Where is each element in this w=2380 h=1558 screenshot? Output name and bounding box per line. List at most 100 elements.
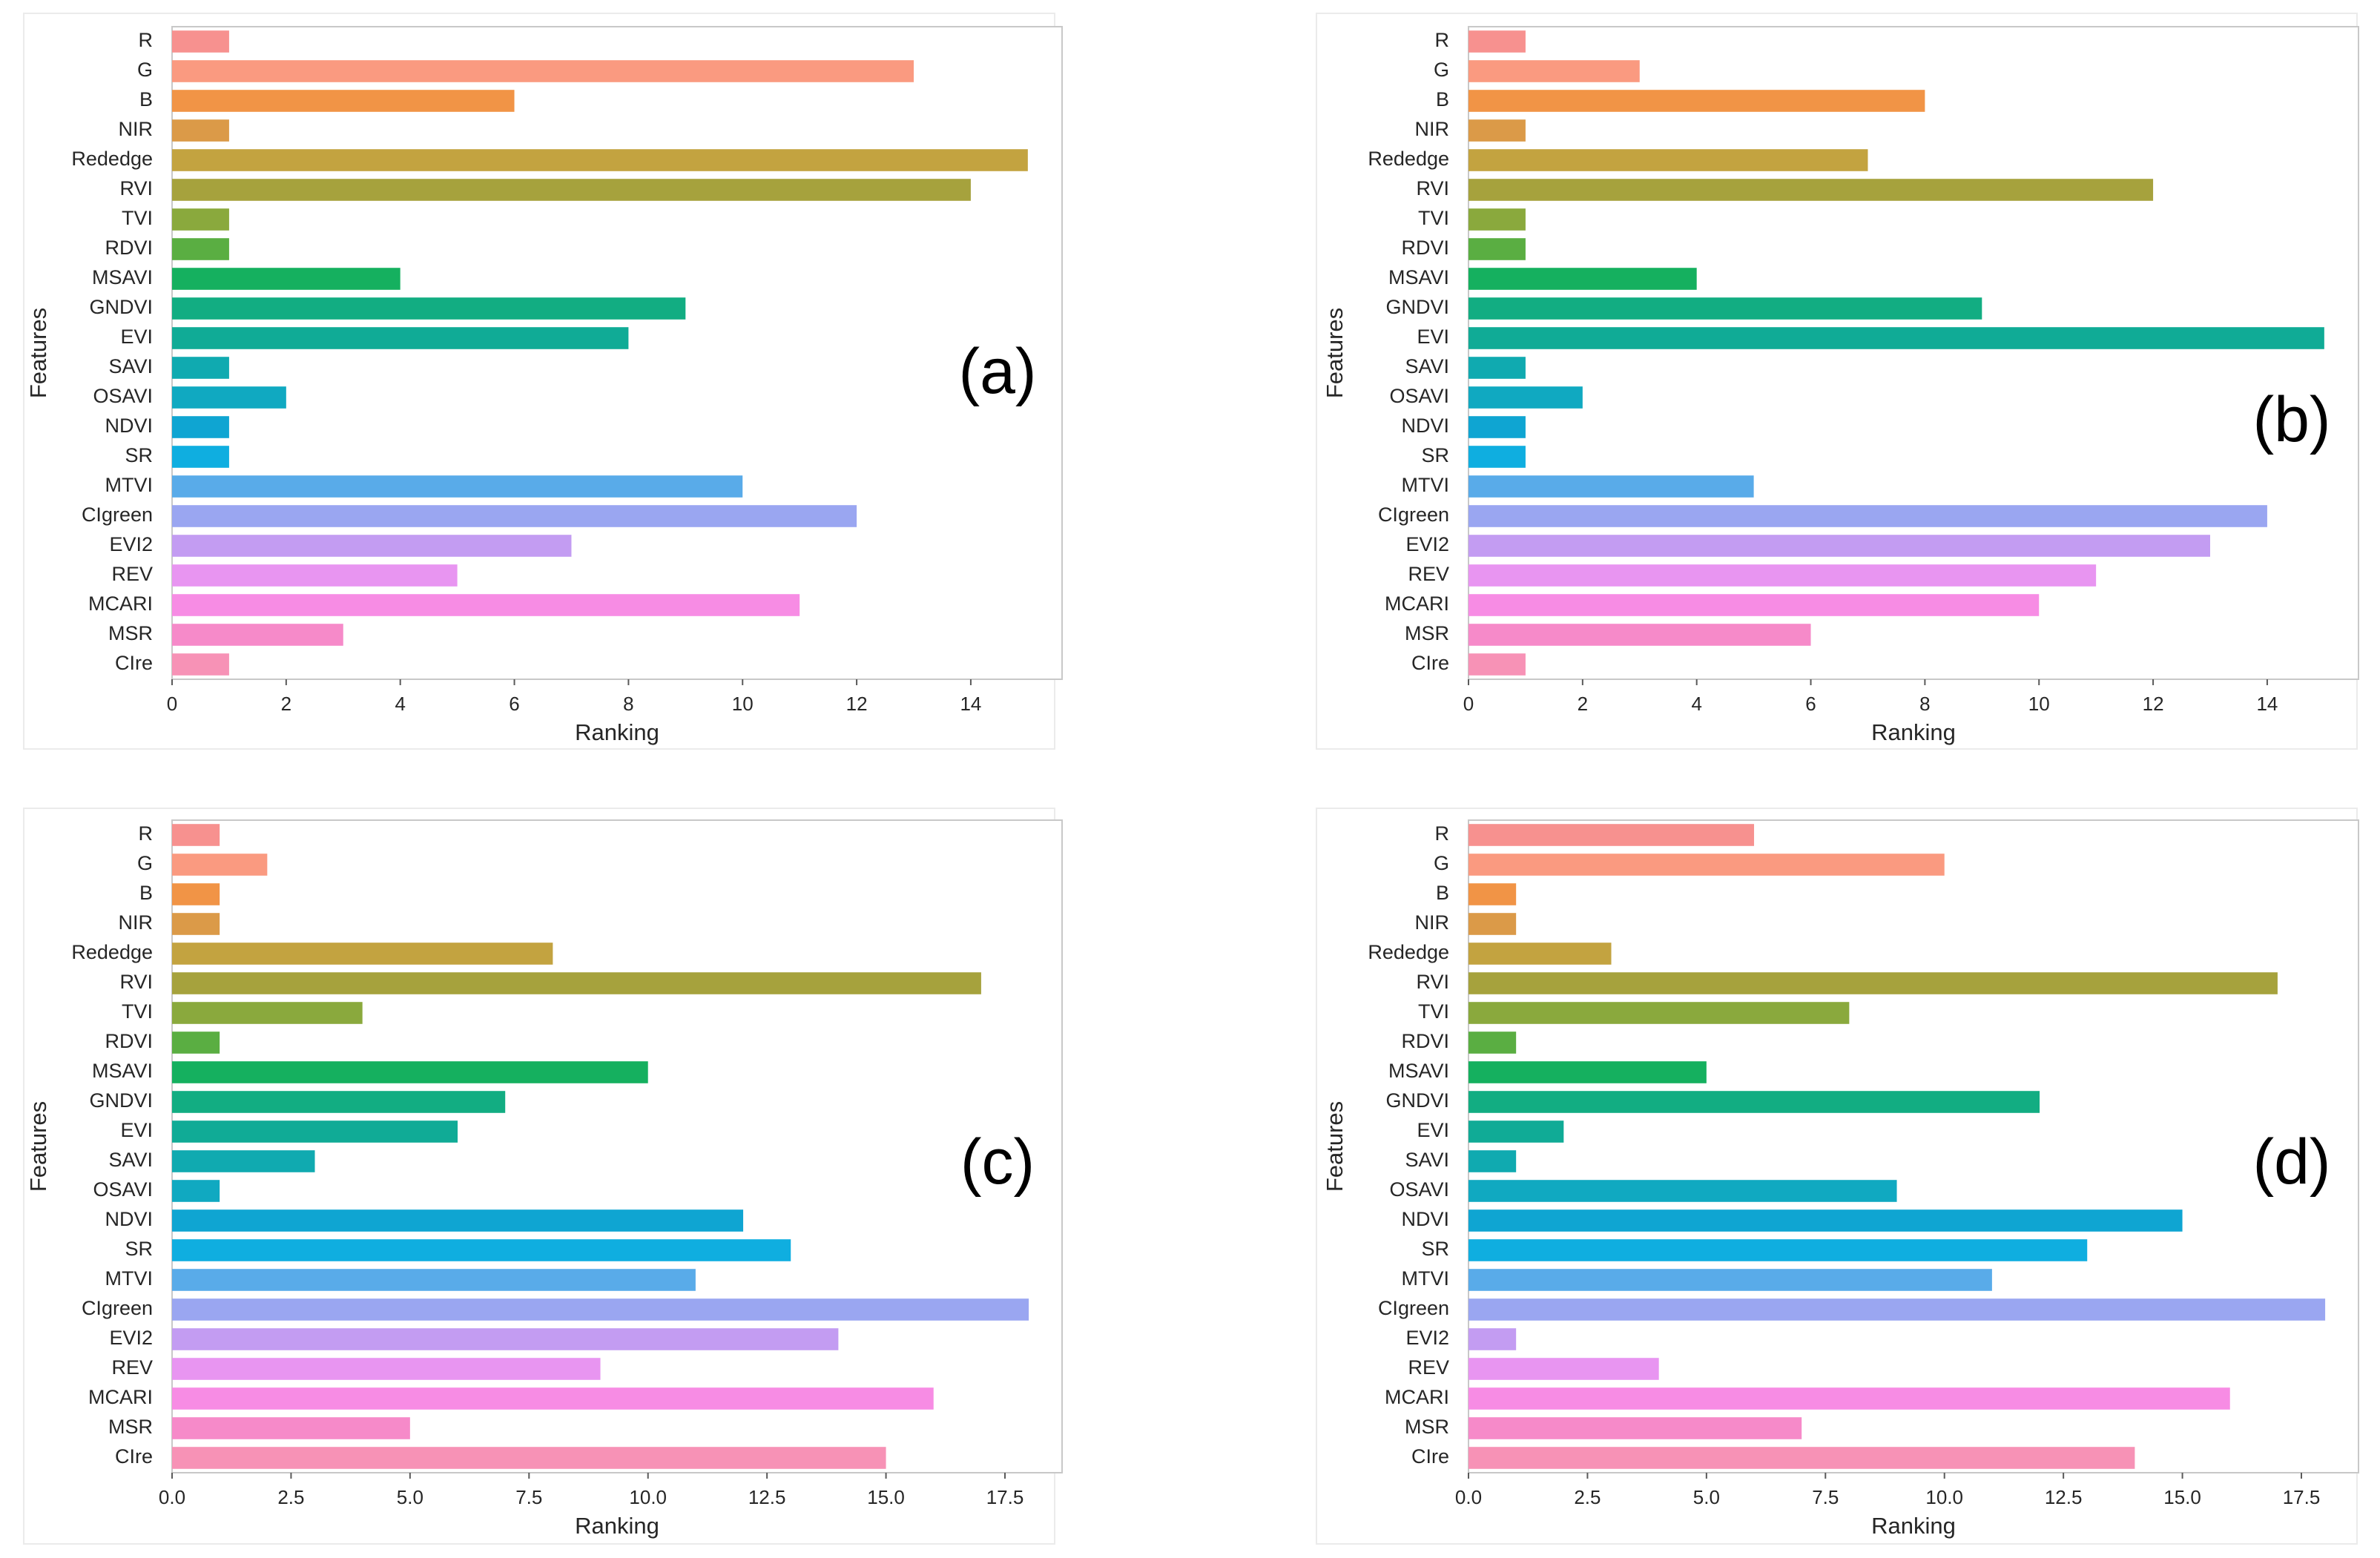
category-label: SAVI bbox=[1405, 1149, 1449, 1171]
bar-r bbox=[172, 824, 220, 846]
chart-panel-a: RGB NIR Rededge RVI TVI RDVI MSAVI GNDVI EVI SAVI… bbox=[23, 13, 1063, 750]
y-axis-label: Features bbox=[25, 308, 51, 398]
category-label: EVI bbox=[1417, 1119, 1449, 1141]
category-label: NDVI bbox=[105, 415, 153, 437]
category-label: SR bbox=[1421, 1238, 1449, 1260]
x-tick-label: 2 bbox=[281, 693, 291, 715]
panel-label: (d) bbox=[2252, 1126, 2330, 1198]
category-label: REV bbox=[1408, 563, 1449, 585]
category-label: RDVI bbox=[1401, 237, 1449, 259]
category-label: SR bbox=[125, 1238, 153, 1260]
category-label: RVI bbox=[1416, 971, 1449, 993]
x-tick-label: 5.0 bbox=[1693, 1486, 1720, 1508]
bar-osavi bbox=[172, 386, 286, 409]
bar-evi bbox=[172, 1120, 458, 1143]
bar-b bbox=[1468, 90, 1925, 112]
category-label: EVI bbox=[1417, 326, 1449, 348]
x-tick-label: 6 bbox=[1805, 693, 1816, 715]
x-axis-label: Ranking bbox=[575, 1513, 659, 1539]
category-label: RDVI bbox=[105, 237, 153, 259]
bar-osavi bbox=[172, 1180, 220, 1202]
category-label: CIgreen bbox=[82, 504, 153, 526]
bar-osavi bbox=[1468, 1180, 1897, 1202]
bar-msr bbox=[172, 624, 343, 646]
chart-panel-b: RGB NIR Rededge RVI TVI RDVI MSAVI GNDVI EVI SAVI… bbox=[1316, 13, 2359, 750]
x-tick-label: 7.5 bbox=[515, 1486, 542, 1508]
bar-evi2 bbox=[172, 535, 572, 557]
x-tick-label: 10 bbox=[2028, 693, 2050, 715]
category-label: TVI bbox=[1418, 1000, 1449, 1023]
category-label: SAVI bbox=[108, 355, 153, 377]
category-label: NIR bbox=[1415, 911, 1450, 934]
category-label: GNDVI bbox=[89, 1089, 153, 1112]
bar-tvi bbox=[1468, 1002, 1850, 1024]
category-label: RVI bbox=[119, 177, 153, 199]
category-label: GNDVI bbox=[1385, 296, 1449, 318]
bar-evi2 bbox=[1468, 535, 2210, 557]
bar-cigreen bbox=[172, 505, 857, 527]
bar-mcari bbox=[1468, 1387, 2230, 1410]
category-label: G bbox=[1434, 852, 1449, 874]
category-label: EVI2 bbox=[1405, 533, 1449, 555]
category-label: OSAVI bbox=[93, 1178, 153, 1201]
bar-rev bbox=[172, 1358, 601, 1380]
category-label: EVI2 bbox=[109, 533, 153, 555]
bar-msavi bbox=[1468, 268, 1697, 290]
bar-evi2 bbox=[1468, 1328, 1517, 1350]
category-label: G bbox=[1434, 59, 1449, 81]
category-label: R bbox=[1435, 822, 1450, 845]
category-label: CIgreen bbox=[1378, 1297, 1449, 1319]
bar-osavi bbox=[1468, 386, 1583, 409]
category-label: MSR bbox=[108, 622, 153, 644]
bar-rvi bbox=[1468, 179, 2154, 201]
category-label: RDVI bbox=[105, 1030, 153, 1052]
category-label: R bbox=[139, 29, 154, 51]
category-label: SR bbox=[1421, 444, 1449, 466]
x-axis-label: Ranking bbox=[575, 719, 659, 745]
category-label: RVI bbox=[1416, 177, 1449, 199]
category-label: MTVI bbox=[105, 474, 154, 496]
category-label: OSAVI bbox=[1389, 1178, 1449, 1201]
category-label: EVI bbox=[120, 1119, 153, 1141]
bar-savi bbox=[1468, 1150, 1517, 1172]
bar-rededge bbox=[1468, 943, 1612, 965]
x-tick-label: 10.0 bbox=[629, 1486, 667, 1508]
bar-rev bbox=[1468, 564, 2097, 587]
category-label: NIR bbox=[1415, 118, 1450, 140]
x-tick-label: 10.0 bbox=[1925, 1486, 1963, 1508]
category-label: RDVI bbox=[1401, 1030, 1449, 1052]
category-label: MTVI bbox=[1402, 1267, 1450, 1290]
x-tick-label: 12 bbox=[2143, 693, 2164, 715]
category-label: Rededge bbox=[1368, 148, 1449, 170]
category-label: MSAVI bbox=[1388, 1060, 1449, 1082]
bar-ndvi bbox=[1468, 1209, 2183, 1232]
bar-rdvi bbox=[1468, 238, 1526, 260]
bar-sr bbox=[1468, 446, 1526, 468]
category-label: Rededge bbox=[1368, 941, 1449, 963]
x-tick-label: 15.0 bbox=[867, 1486, 905, 1508]
category-label: MSR bbox=[108, 1416, 153, 1438]
category-label: Rededge bbox=[71, 941, 153, 963]
category-label: CIre bbox=[1411, 652, 1449, 674]
category-label: SAVI bbox=[1405, 355, 1449, 377]
category-label: SR bbox=[125, 444, 153, 466]
bar-msr bbox=[1468, 1417, 1802, 1439]
bar-rvi bbox=[172, 179, 971, 201]
category-label: Rededge bbox=[71, 148, 153, 170]
category-label: R bbox=[139, 822, 154, 845]
x-tick-label: 6 bbox=[509, 693, 519, 715]
bar-cigreen bbox=[172, 1298, 1029, 1321]
panel-label: (a) bbox=[958, 336, 1036, 407]
bar-cire bbox=[1468, 1447, 2135, 1469]
bar-ndvi bbox=[1468, 416, 1526, 438]
bar-nir bbox=[172, 119, 229, 142]
bar-r bbox=[1468, 30, 1526, 53]
bar-g bbox=[1468, 60, 1640, 82]
bar-sr bbox=[1468, 1239, 2088, 1261]
bar-cigreen bbox=[1468, 1298, 2326, 1321]
category-label: REV bbox=[111, 563, 153, 585]
x-axis-label: Ranking bbox=[1871, 719, 1956, 745]
bar-b bbox=[172, 883, 220, 905]
y-axis-label: Features bbox=[1322, 1101, 1348, 1192]
